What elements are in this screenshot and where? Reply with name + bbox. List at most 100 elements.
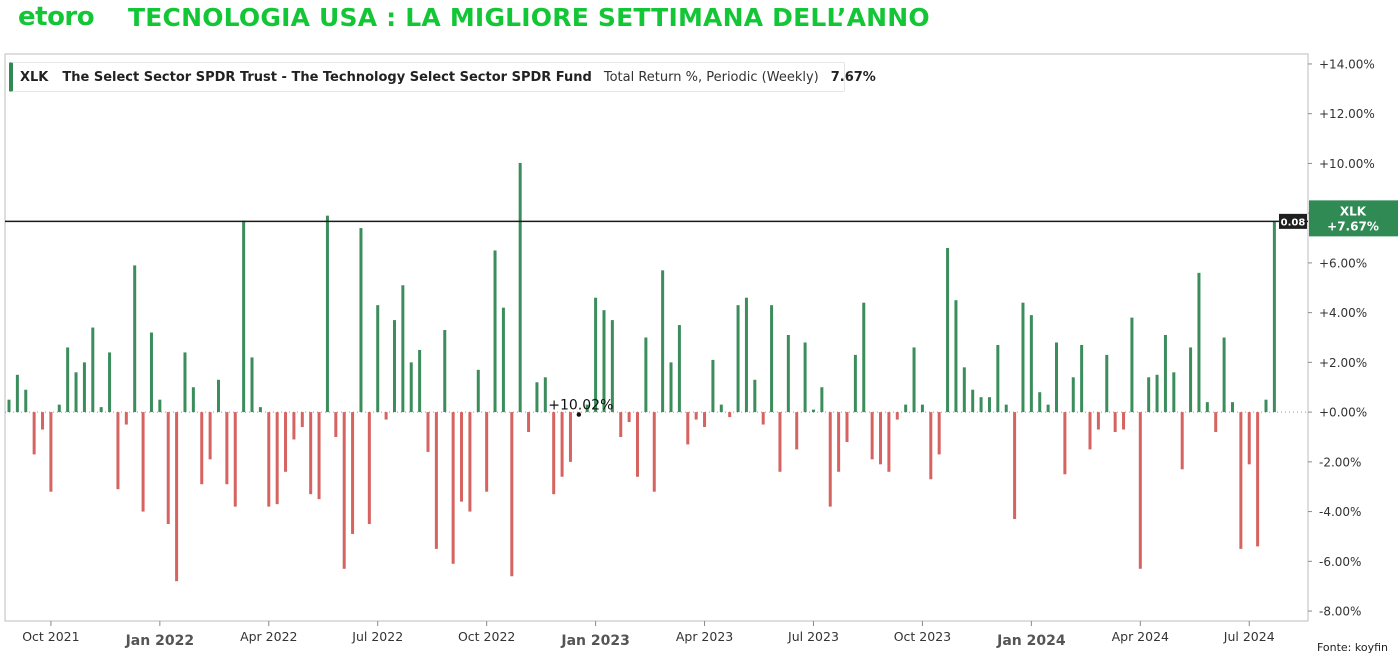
bar xyxy=(7,399,11,413)
bar xyxy=(1071,377,1075,413)
bar xyxy=(879,412,883,465)
annotation-dot xyxy=(576,412,582,417)
bar xyxy=(392,320,396,413)
bar xyxy=(753,379,757,413)
x-tick-label: Apr 2022 xyxy=(240,629,297,644)
bar xyxy=(602,310,606,413)
bar xyxy=(619,412,623,437)
bar xyxy=(292,412,296,440)
bar xyxy=(552,412,556,495)
x-tick-label: Apr 2024 xyxy=(1112,629,1169,644)
bar xyxy=(568,412,572,462)
x-tick-label: Jan 2022 xyxy=(125,633,194,649)
bar xyxy=(485,412,489,492)
bar xyxy=(585,404,589,413)
bar xyxy=(501,307,505,413)
bar xyxy=(770,305,774,413)
bar xyxy=(786,335,790,413)
bar xyxy=(384,412,388,420)
bar xyxy=(510,412,514,577)
bar xyxy=(703,412,707,428)
bar xyxy=(627,412,631,423)
y-tick-label: -2.00% xyxy=(1319,455,1361,469)
bar xyxy=(1180,412,1184,470)
bar xyxy=(74,372,78,413)
bar xyxy=(795,412,799,450)
bar xyxy=(962,367,966,413)
bar xyxy=(325,215,329,413)
bar xyxy=(217,379,220,413)
y-tick-label: +10.00% xyxy=(1319,157,1375,171)
bar xyxy=(1214,412,1218,432)
y-tick-label: +0.00% xyxy=(1319,406,1367,420)
bar xyxy=(317,412,321,500)
bar xyxy=(275,412,279,505)
bar xyxy=(811,409,815,413)
bar xyxy=(1230,402,1234,413)
bar xyxy=(359,228,363,413)
bar xyxy=(518,162,522,413)
bar xyxy=(183,352,187,413)
page-title: TECNOLOGIA USA : LA MIGLIORE SETTIMANA D… xyxy=(128,3,930,32)
x-tick-label: Jul 2024 xyxy=(1223,629,1275,644)
bar xyxy=(1264,399,1268,413)
bar xyxy=(200,412,204,485)
bar xyxy=(460,412,464,502)
etoro-logo: etoro xyxy=(18,2,95,32)
bar xyxy=(644,337,648,413)
bar xyxy=(309,412,313,495)
bar xyxy=(409,362,413,413)
bar xyxy=(1113,412,1117,432)
bar xyxy=(1105,354,1109,413)
bar xyxy=(987,397,991,413)
bar xyxy=(828,412,832,507)
bar xyxy=(41,412,45,430)
bar xyxy=(904,404,908,413)
bar xyxy=(728,412,732,418)
bar xyxy=(175,412,179,582)
bar xyxy=(493,250,497,413)
bar xyxy=(1189,347,1193,413)
bar xyxy=(652,412,656,492)
chart-legend: XLK The Select Sector SPDR Trust - The T… xyxy=(9,62,876,92)
bar xyxy=(971,389,975,413)
bar xyxy=(434,412,438,549)
bar xyxy=(669,362,673,413)
x-tick-label: Oct 2021 xyxy=(22,629,79,644)
bar xyxy=(426,412,430,452)
bar xyxy=(267,412,271,507)
bar xyxy=(543,377,547,413)
bar xyxy=(32,412,36,455)
x-tick-label: Apr 2023 xyxy=(676,629,733,644)
bar xyxy=(711,359,715,413)
bar xyxy=(124,412,128,425)
bar xyxy=(1046,404,1050,413)
bar xyxy=(108,352,112,413)
bar xyxy=(225,412,229,485)
bar xyxy=(1222,337,1226,413)
bar xyxy=(845,412,849,442)
bar xyxy=(451,412,455,564)
bar xyxy=(1205,402,1209,413)
bar xyxy=(250,357,254,413)
bar xyxy=(1096,412,1100,430)
bar xyxy=(719,404,723,413)
bar xyxy=(1147,377,1151,413)
bar xyxy=(853,354,857,413)
bar xyxy=(443,330,447,413)
legend-value: 7.67% xyxy=(830,69,876,85)
bar xyxy=(527,412,531,432)
bar xyxy=(736,305,740,413)
bar xyxy=(535,382,539,413)
bar xyxy=(418,349,422,413)
x-tick-label: Jul 2022 xyxy=(351,629,403,644)
bar xyxy=(367,412,371,525)
bar xyxy=(996,344,1000,413)
bar xyxy=(803,342,807,413)
y-tick-label: +2.00% xyxy=(1319,356,1367,370)
bar xyxy=(1080,344,1084,413)
bar xyxy=(862,302,866,413)
bar xyxy=(15,374,19,413)
bar xyxy=(300,412,304,428)
